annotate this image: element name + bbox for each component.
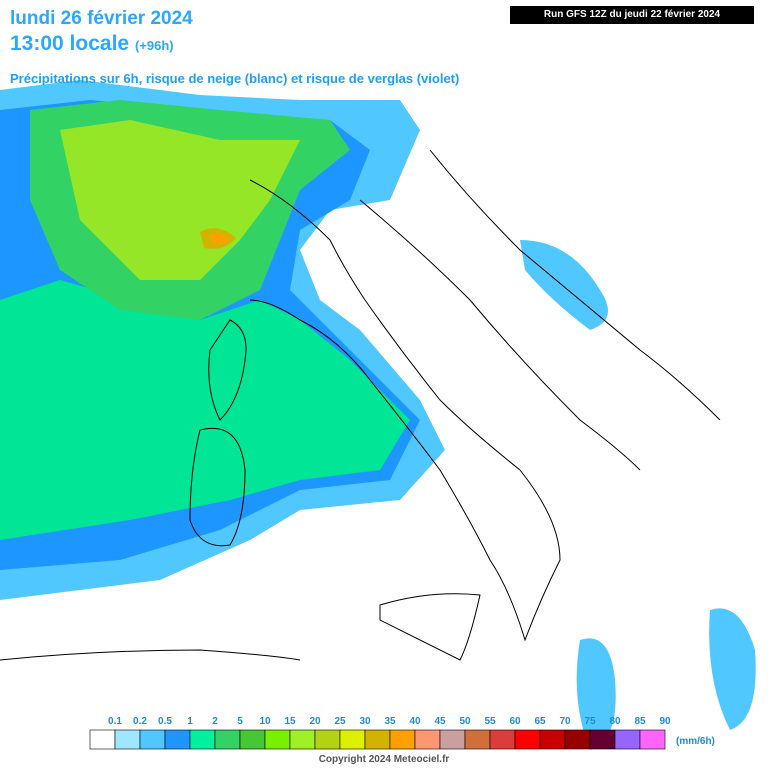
- legend-label: 20: [309, 716, 321, 727]
- run-label: Run GFS 12Z du jeudi 22 février 2024: [510, 6, 754, 24]
- legend-swatch: [564, 729, 591, 750]
- legend-swatch: [439, 729, 466, 750]
- legend-label: 90: [659, 716, 671, 727]
- legend-swatch: [539, 729, 566, 750]
- legend-label: 0.2: [133, 716, 147, 727]
- legend-label: 85: [634, 716, 646, 727]
- legend-swatch: [414, 729, 441, 750]
- legend-swatch: [639, 729, 666, 750]
- coastline-sardinia: [189, 427, 246, 547]
- legend-label: 45: [434, 716, 446, 727]
- legend-label: 50: [459, 716, 471, 727]
- legend-swatch: [364, 729, 391, 750]
- legend-label: 55: [484, 716, 496, 727]
- legend-swatch: [189, 729, 216, 750]
- copyright: Copyright 2024 Meteociel.fr: [318, 754, 450, 765]
- legend-label: 5: [237, 716, 243, 727]
- coastline-adriatic: [359, 149, 721, 471]
- legend-label: 1: [187, 716, 193, 727]
- legend-label: 0.5: [158, 716, 172, 727]
- legend-label: 40: [409, 716, 421, 727]
- legend-swatch: [614, 729, 641, 750]
- legend-label: 25: [334, 716, 346, 727]
- legend-swatch: [239, 729, 266, 750]
- legend-swatch: [89, 729, 116, 750]
- legend-swatch: [514, 729, 541, 750]
- legend-label: 65: [534, 716, 546, 727]
- legend-swatch: [114, 729, 141, 750]
- legend-label: 2: [212, 716, 218, 727]
- title-time: 13:00 locale (+96h): [10, 32, 174, 56]
- legend-swatch: [489, 729, 516, 750]
- legend-swatch: [214, 729, 241, 750]
- precip-max-core: [210, 233, 230, 244]
- legend-swatch: [314, 729, 341, 750]
- legend-swatch: [264, 729, 291, 750]
- legend-label: 30: [359, 716, 371, 727]
- precip-southeast: [576, 638, 616, 750]
- coastline-italy: [249, 179, 561, 642]
- legend-swatch: [139, 729, 166, 750]
- precip-teal: [0, 280, 410, 540]
- legend-label: 0.1: [108, 716, 122, 727]
- legend-label: 15: [284, 716, 296, 727]
- title-lead: (+96h): [134, 38, 174, 53]
- legend-label: 60: [509, 716, 521, 727]
- title-date: lundi 26 février 2024: [10, 8, 193, 29]
- legend-label: 70: [559, 716, 571, 727]
- precip-heavy: [60, 120, 300, 280]
- coastline-corsica: [208, 319, 247, 421]
- legend-swatch: [389, 729, 416, 750]
- legend-swatch: [464, 729, 491, 750]
- precip-east: [520, 240, 608, 330]
- legend-unit: (mm/6h): [676, 736, 715, 747]
- title-time-text: 13:00 locale: [10, 32, 130, 55]
- legend-swatch: [589, 729, 616, 750]
- legend-label: 35: [384, 716, 396, 727]
- legend-swatch: [339, 729, 366, 750]
- legend-swatch: [289, 729, 316, 750]
- coastline-africa: [0, 649, 301, 661]
- coastline-sicily: [379, 593, 481, 661]
- legend-label: 10: [259, 716, 271, 727]
- legend-swatch: [164, 729, 191, 750]
- precip-east-2: [709, 608, 756, 730]
- legend-label: 80: [609, 716, 621, 727]
- subtitle: Précipitations sur 6h, risque de neige (…: [10, 71, 460, 86]
- legend-label: 75: [584, 716, 596, 727]
